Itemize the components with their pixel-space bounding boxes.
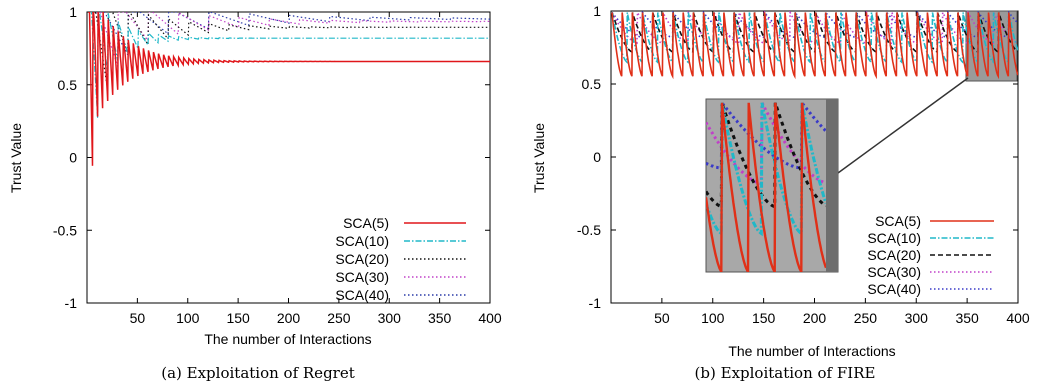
x-tick-label: 200 (277, 310, 301, 326)
caption-a: (a) Exploitation of Regret (161, 364, 355, 382)
inset-series-line (706, 102, 826, 237)
legend-label: SCA(20) (867, 247, 921, 263)
y-tick-marks: 1 0.5 0 -0.5 -1 (53, 4, 490, 311)
series-group (611, 11, 1018, 80)
legend-label: SCA(20) (335, 251, 389, 267)
series-line (611, 11, 1018, 39)
legend-label: SCA(40) (867, 281, 921, 297)
series-line (88, 12, 490, 90)
chart-fire: 1 0.5 0 -0.5 -1 50 100 150 200 250 300 350 400 Trus… (531, 3, 1030, 382)
x-tick-label: 150 (752, 310, 776, 326)
x-tick-marks: 50 100 150 200 250 300 350 400 (130, 12, 502, 326)
series-line (88, 12, 490, 118)
chart-regret: 1 0.5 0 -0.5 -1 50 100 150 200 250 300 350 400 Trus… (8, 4, 502, 382)
x-tick-label: 200 (803, 310, 827, 326)
x-tick-label: 50 (654, 310, 670, 326)
legend: SCA(5)SCA(10)SCA(20)SCA(30)SCA(40) (867, 213, 994, 297)
x-axis-label: The number of Interactions (728, 343, 895, 359)
legend: SCA(5) SCA(10) SCA(20) SCA(30) SCA(40) (335, 215, 466, 303)
y-tick-label: -0.5 (577, 222, 601, 238)
x-axis-label: The number of Interactions (204, 331, 371, 347)
x-tick-label: 350 (955, 310, 979, 326)
y-tick-label: 0.5 (582, 76, 602, 92)
inset-series-line (706, 102, 826, 209)
series-line (88, 12, 490, 166)
inset-frame (705, 98, 839, 273)
zoom-inset (705, 98, 839, 273)
plot-frame (86, 11, 491, 304)
series-line (88, 12, 490, 56)
y-axis-label: Trust Value (8, 123, 24, 193)
x-tick-label: 300 (378, 310, 402, 326)
legend-label: SCA(5) (875, 213, 921, 229)
inset-series-line (706, 99, 826, 170)
legend-label: SCA(30) (867, 264, 921, 280)
y-tick-label: 1 (593, 3, 601, 19)
x-tick-label: 100 (176, 310, 200, 326)
x-tick-label: 400 (1006, 310, 1030, 326)
y-tick-label: 1 (69, 4, 77, 20)
x-tick-label: 150 (226, 310, 250, 326)
legend-label: SCA(10) (335, 233, 389, 249)
inset-series (706, 99, 826, 272)
x-tick-label: 400 (478, 310, 502, 326)
series-group (88, 12, 490, 166)
x-tick-marks: 50 100 150 200 250 300 350 400 (654, 11, 1030, 326)
y-tick-label: 0 (69, 150, 77, 166)
y-tick-label: -0.5 (53, 222, 77, 238)
x-tick-label: 350 (428, 310, 452, 326)
x-tick-label: 250 (854, 310, 878, 326)
legend-label: SCA(10) (867, 230, 921, 246)
x-tick-label: 250 (327, 310, 351, 326)
series-line (611, 12, 1018, 80)
legend-label: SCA(5) (343, 215, 389, 231)
inset-series-line (706, 102, 826, 272)
legend-label: SCA(40) (335, 287, 389, 303)
y-tick-label: -1 (589, 295, 602, 311)
x-tick-label: 50 (130, 310, 146, 326)
inset-shadow (826, 99, 838, 272)
x-tick-label: 300 (905, 310, 929, 326)
y-tick-label: 0 (593, 149, 601, 165)
caption-b: (b) Exploitation of FIRE (695, 364, 876, 382)
zoom-connector-line (837, 77, 969, 174)
y-tick-label: -1 (65, 295, 78, 311)
legend-label: SCA(30) (335, 269, 389, 285)
y-axis-label: Trust Value (531, 123, 547, 193)
x-tick-label: 100 (701, 310, 725, 326)
y-tick-label: 0.5 (58, 77, 78, 93)
